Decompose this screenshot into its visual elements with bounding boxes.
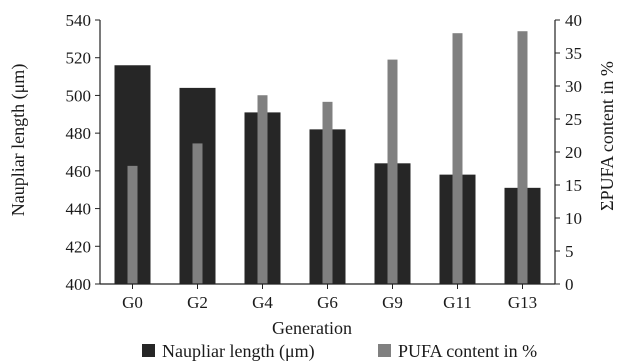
y-tick-label: 420 bbox=[66, 237, 92, 256]
axes-layer bbox=[95, 19, 560, 289]
y-axis-title: Naupliar length (μm) bbox=[8, 64, 29, 217]
legend-label-pufa: PUFA content in % bbox=[398, 341, 537, 361]
y2-tick-label: 30 bbox=[565, 77, 582, 96]
y2-axis-title: ΣPUFA content in % bbox=[597, 61, 617, 211]
x-tick-label: G6 bbox=[317, 293, 338, 312]
y-tick-label: 520 bbox=[66, 49, 92, 68]
y2-tick-label: 15 bbox=[565, 176, 582, 195]
bar-pufa-g0 bbox=[127, 165, 138, 284]
y-tick-label: 540 bbox=[66, 11, 92, 30]
y-tick-label: 440 bbox=[66, 200, 92, 219]
y2-tick-label: 25 bbox=[565, 110, 582, 129]
labels-layer: G0 G2 G4 G6 G9 G11 G13400420440460480500520540… bbox=[66, 11, 583, 312]
bar-pufa-g11 bbox=[452, 33, 463, 285]
y2-tick-label: 20 bbox=[565, 143, 582, 162]
x-tick-label: G11 bbox=[443, 293, 472, 312]
y2-tick-label: 35 bbox=[565, 44, 582, 63]
y2-tick-label: 40 bbox=[565, 11, 582, 30]
bar-pufa-g2 bbox=[192, 143, 203, 284]
bar-pufa-g6 bbox=[322, 101, 333, 284]
bar-pufa-g4 bbox=[257, 95, 268, 285]
legend-swatch-length bbox=[142, 344, 155, 357]
y2-tick-label: 5 bbox=[565, 242, 574, 261]
x-tick-label: G13 bbox=[508, 293, 537, 312]
y-tick-label: 460 bbox=[66, 162, 92, 181]
y-tick-label: 480 bbox=[66, 124, 92, 143]
x-tick-label: G4 bbox=[252, 293, 273, 312]
y2-tick-label: 0 bbox=[565, 275, 574, 294]
y2-tick-label: 10 bbox=[565, 209, 582, 228]
y-tick-label: 500 bbox=[66, 86, 92, 105]
legend-label-length: Naupliar length (μm) bbox=[162, 341, 315, 362]
x-tick-label: G9 bbox=[382, 293, 403, 312]
x-axis-title: Generation bbox=[272, 318, 352, 338]
legend: Naupliar length (μm) PUFA content in % bbox=[142, 341, 537, 362]
bar-pufa-g13 bbox=[517, 31, 528, 284]
bars-layer bbox=[114, 31, 541, 285]
y-tick-label: 400 bbox=[66, 275, 92, 294]
legend-swatch-pufa bbox=[378, 344, 391, 357]
x-tick-label: G0 bbox=[122, 293, 143, 312]
x-tick-label: G2 bbox=[187, 293, 208, 312]
bar-pufa-g9 bbox=[387, 59, 398, 284]
